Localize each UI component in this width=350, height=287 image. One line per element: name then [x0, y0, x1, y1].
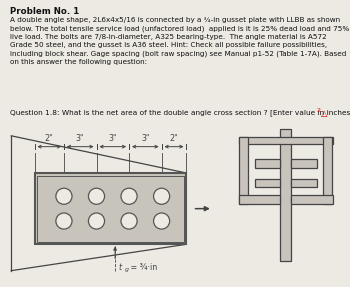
Text: 3": 3" [141, 134, 150, 143]
Text: 3": 3" [108, 134, 117, 143]
Bar [255, 179, 280, 187]
Circle shape [121, 213, 137, 229]
Text: g: g [125, 267, 129, 272]
Bar [35, 173, 187, 244]
Bar [37, 176, 184, 241]
Text: △: △ [321, 109, 328, 118]
Circle shape [89, 188, 105, 204]
Text: A double angle shape, 2L6x4x5/16 is connected by a ¾-in gusset plate with LLBB a: A double angle shape, 2L6x4x5/16 is conn… [10, 17, 350, 65]
Circle shape [56, 213, 72, 229]
Text: 2": 2" [45, 134, 54, 143]
Bar [239, 137, 333, 144]
Circle shape [154, 213, 170, 229]
Bar [239, 137, 248, 204]
Text: 2": 2" [170, 134, 178, 143]
Circle shape [121, 188, 137, 204]
Bar [35, 173, 187, 244]
Bar [280, 129, 291, 261]
Text: Problem No. 1: Problem No. 1 [10, 7, 80, 16]
Bar [255, 159, 280, 168]
Bar [323, 137, 332, 204]
Text: 3": 3" [76, 134, 85, 143]
Bar [291, 159, 317, 168]
Text: Question 1.8: What is the net area of the double angle cross section ? [Enter va: Question 1.8: What is the net area of th… [10, 110, 350, 117]
Text: t: t [119, 263, 122, 272]
Circle shape [56, 188, 72, 204]
Bar [239, 195, 280, 204]
Circle shape [154, 188, 170, 204]
Bar [291, 179, 317, 187]
Bar [291, 195, 333, 204]
Text: 2: 2 [317, 108, 321, 113]
Circle shape [89, 213, 105, 229]
Text: = ¾·in: = ¾·in [128, 263, 157, 272]
